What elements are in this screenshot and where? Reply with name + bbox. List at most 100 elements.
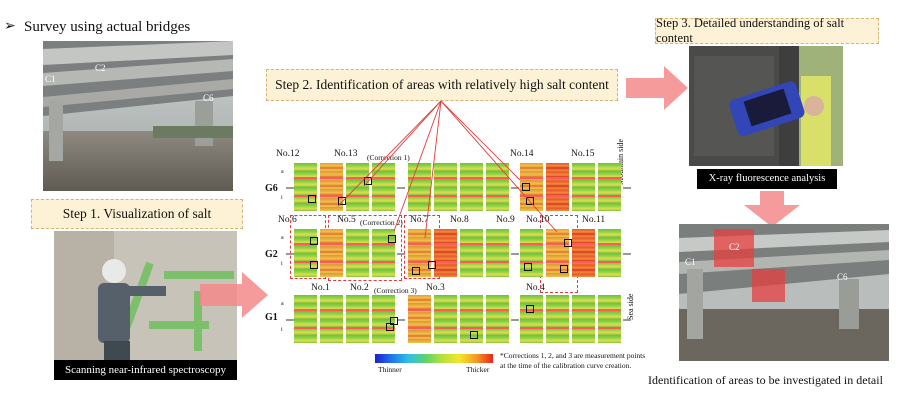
salt-map-tile bbox=[408, 163, 431, 211]
tile-line bbox=[294, 243, 317, 245]
salt-map-tile bbox=[320, 295, 343, 343]
tile-line bbox=[598, 261, 621, 263]
tile-line bbox=[572, 261, 595, 263]
tile-line bbox=[546, 177, 569, 179]
row-sub-label: a bbox=[281, 301, 284, 307]
tile-line bbox=[372, 327, 395, 329]
salt-map-tile bbox=[486, 163, 509, 211]
salt-map-tile bbox=[320, 163, 343, 211]
measurement-point-marker bbox=[522, 183, 530, 191]
salt-map-tile bbox=[434, 163, 457, 211]
tile-line bbox=[346, 309, 369, 311]
salt-map-tile bbox=[598, 163, 621, 211]
measurement-point-marker bbox=[470, 331, 478, 339]
label-correction2: (Correction 2) bbox=[360, 218, 403, 227]
label-no6: No.6 bbox=[278, 215, 297, 225]
group-separator bbox=[511, 187, 519, 189]
tile-line bbox=[520, 243, 543, 245]
tile-line bbox=[408, 261, 431, 263]
step2-box: Step 2. Identification of areas with rel… bbox=[266, 69, 618, 101]
tile-line bbox=[460, 327, 483, 329]
legend-thicker: Thicker bbox=[466, 365, 490, 374]
detail-label-c2: C2 bbox=[729, 242, 740, 252]
footnote-line2: at the time of the calibration curve cre… bbox=[500, 361, 632, 370]
salt-map-tile bbox=[460, 163, 483, 211]
tile-line bbox=[320, 261, 343, 263]
arrow-step2-to-step3 bbox=[626, 66, 688, 110]
salt-colorbar bbox=[375, 354, 493, 363]
tile-line bbox=[346, 261, 369, 263]
tile-line bbox=[434, 327, 457, 329]
salt-map-tile bbox=[546, 295, 569, 343]
tile-line bbox=[598, 243, 621, 245]
measurement-point-marker bbox=[526, 197, 534, 205]
salt-map-tile bbox=[294, 229, 317, 277]
tile-line bbox=[598, 177, 621, 179]
row-sub-label: a bbox=[281, 235, 284, 241]
arrow-step1-to-map bbox=[200, 272, 268, 318]
label-no10: No.10 bbox=[526, 215, 550, 225]
bridge-label-c2: C2 bbox=[95, 63, 106, 73]
detail-photo: C1 C2 C6 bbox=[679, 224, 889, 361]
tile-line bbox=[572, 327, 595, 329]
group-separator bbox=[397, 187, 405, 189]
step3-photo bbox=[689, 46, 843, 166]
group-separator bbox=[397, 319, 405, 321]
tile-line bbox=[372, 177, 395, 179]
footnote-line1: *Corrections 1, 2, and 3 are measurement… bbox=[500, 351, 646, 360]
label-no8: No.8 bbox=[450, 215, 469, 225]
salt-map-tile bbox=[346, 229, 369, 277]
measurement-point-marker bbox=[364, 177, 372, 185]
salt-map-tile bbox=[408, 229, 431, 277]
label-no14: No.14 bbox=[510, 149, 534, 159]
label-no11: No.11 bbox=[582, 215, 606, 225]
tile-line bbox=[346, 243, 369, 245]
tile-line bbox=[598, 327, 621, 329]
group-separator bbox=[623, 319, 631, 321]
step1-box: Step 1. Visualization of salt bbox=[31, 199, 243, 229]
tile-line bbox=[546, 309, 569, 311]
header-title: Survey using actual bridges bbox=[24, 19, 191, 35]
bridge-photo: C1 C2 C6 bbox=[43, 41, 233, 191]
tile-line bbox=[346, 177, 369, 179]
salt-map-tile bbox=[598, 295, 621, 343]
tile-line bbox=[408, 177, 431, 179]
group-separator bbox=[623, 187, 631, 189]
detail-label-c6: C6 bbox=[837, 272, 848, 282]
tile-line bbox=[486, 309, 509, 311]
row-sub-label: i bbox=[281, 327, 283, 333]
label-no15: No.15 bbox=[571, 149, 595, 159]
tile-line bbox=[520, 309, 543, 311]
tile-line bbox=[408, 195, 431, 197]
measurement-point-marker bbox=[428, 261, 436, 269]
label-correction1: (Correction 1) bbox=[367, 153, 410, 162]
tile-line bbox=[346, 327, 369, 329]
tile-line bbox=[546, 327, 569, 329]
salt-map-tile bbox=[546, 163, 569, 211]
group-separator bbox=[511, 253, 519, 255]
detail-label-c1: C1 bbox=[685, 257, 696, 267]
bridge-label-c6: C6 bbox=[203, 93, 214, 103]
tile-line bbox=[460, 177, 483, 179]
salt-map-tile bbox=[294, 163, 317, 211]
salt-map-tile bbox=[598, 229, 621, 277]
salt-map-tile bbox=[372, 229, 395, 277]
salt-map-tile bbox=[460, 229, 483, 277]
tile-line bbox=[320, 195, 343, 197]
row-sub-label: i bbox=[281, 195, 283, 201]
tile-line bbox=[320, 309, 343, 311]
tile-line bbox=[408, 309, 431, 311]
salt-map-tile bbox=[520, 163, 543, 211]
tile-line bbox=[320, 243, 343, 245]
tile-line bbox=[520, 177, 543, 179]
salt-map: No.12 No.13 (Correction 1) No.14 No.15 G… bbox=[264, 139, 656, 405]
label-no1: No.1 bbox=[311, 283, 330, 293]
measurement-point-marker bbox=[524, 263, 532, 271]
tile-line bbox=[486, 327, 509, 329]
tile-line bbox=[572, 309, 595, 311]
row-connector bbox=[286, 187, 294, 189]
tile-line bbox=[434, 309, 457, 311]
tile-line bbox=[486, 177, 509, 179]
tile-line bbox=[408, 243, 431, 245]
row-label-g6: G6 bbox=[265, 183, 278, 194]
